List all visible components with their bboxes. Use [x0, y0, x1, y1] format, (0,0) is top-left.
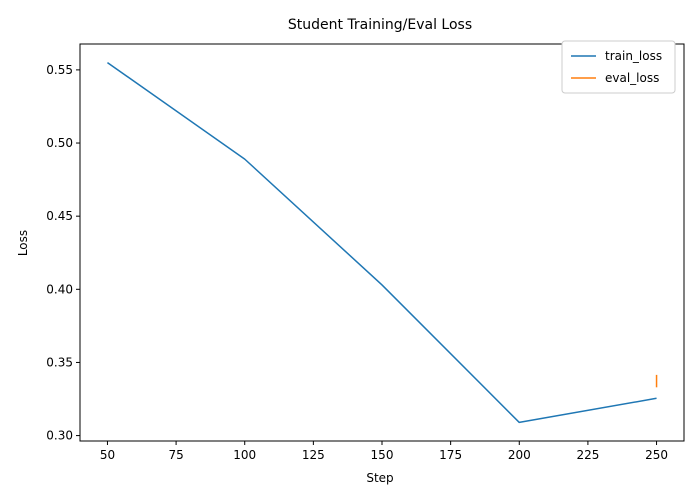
y-tick-label: 0.30 [46, 429, 73, 443]
y-axis: 0.30 0.35 0.40 0.45 0.50 0.55 [46, 63, 80, 443]
y-tick-label: 0.35 [46, 355, 73, 369]
y-axis-label: Loss [16, 230, 30, 256]
legend: train_loss eval_loss [561, 40, 676, 94]
x-tick-label: 125 [302, 448, 325, 462]
series-layer [107, 61, 658, 424]
x-axis: 50 75 100 125 150 175 200 225 250 [100, 441, 668, 462]
legend-box [561, 40, 676, 94]
x-tick-label: 250 [645, 448, 668, 462]
y-tick-label: 0.40 [46, 282, 73, 296]
x-tick-label: 175 [439, 448, 462, 462]
series-line-train-loss [107, 61, 657, 424]
x-tick-label: 50 [100, 448, 115, 462]
legend-label-eval-loss: eval_loss [605, 71, 659, 85]
y-tick-label: 0.55 [46, 63, 73, 77]
legend-label-train-loss: train_loss [605, 49, 662, 63]
x-tick-label: 75 [168, 448, 183, 462]
x-tick-label: 150 [371, 448, 394, 462]
chart-title: Student Training/Eval Loss [288, 17, 472, 33]
x-axis-label: Step [366, 471, 393, 485]
y-tick-label: 0.45 [46, 209, 73, 223]
x-tick-label: 225 [576, 448, 599, 462]
x-tick-label: 200 [508, 448, 531, 462]
x-tick-label: 100 [233, 448, 256, 462]
y-tick-label: 0.50 [46, 136, 73, 150]
